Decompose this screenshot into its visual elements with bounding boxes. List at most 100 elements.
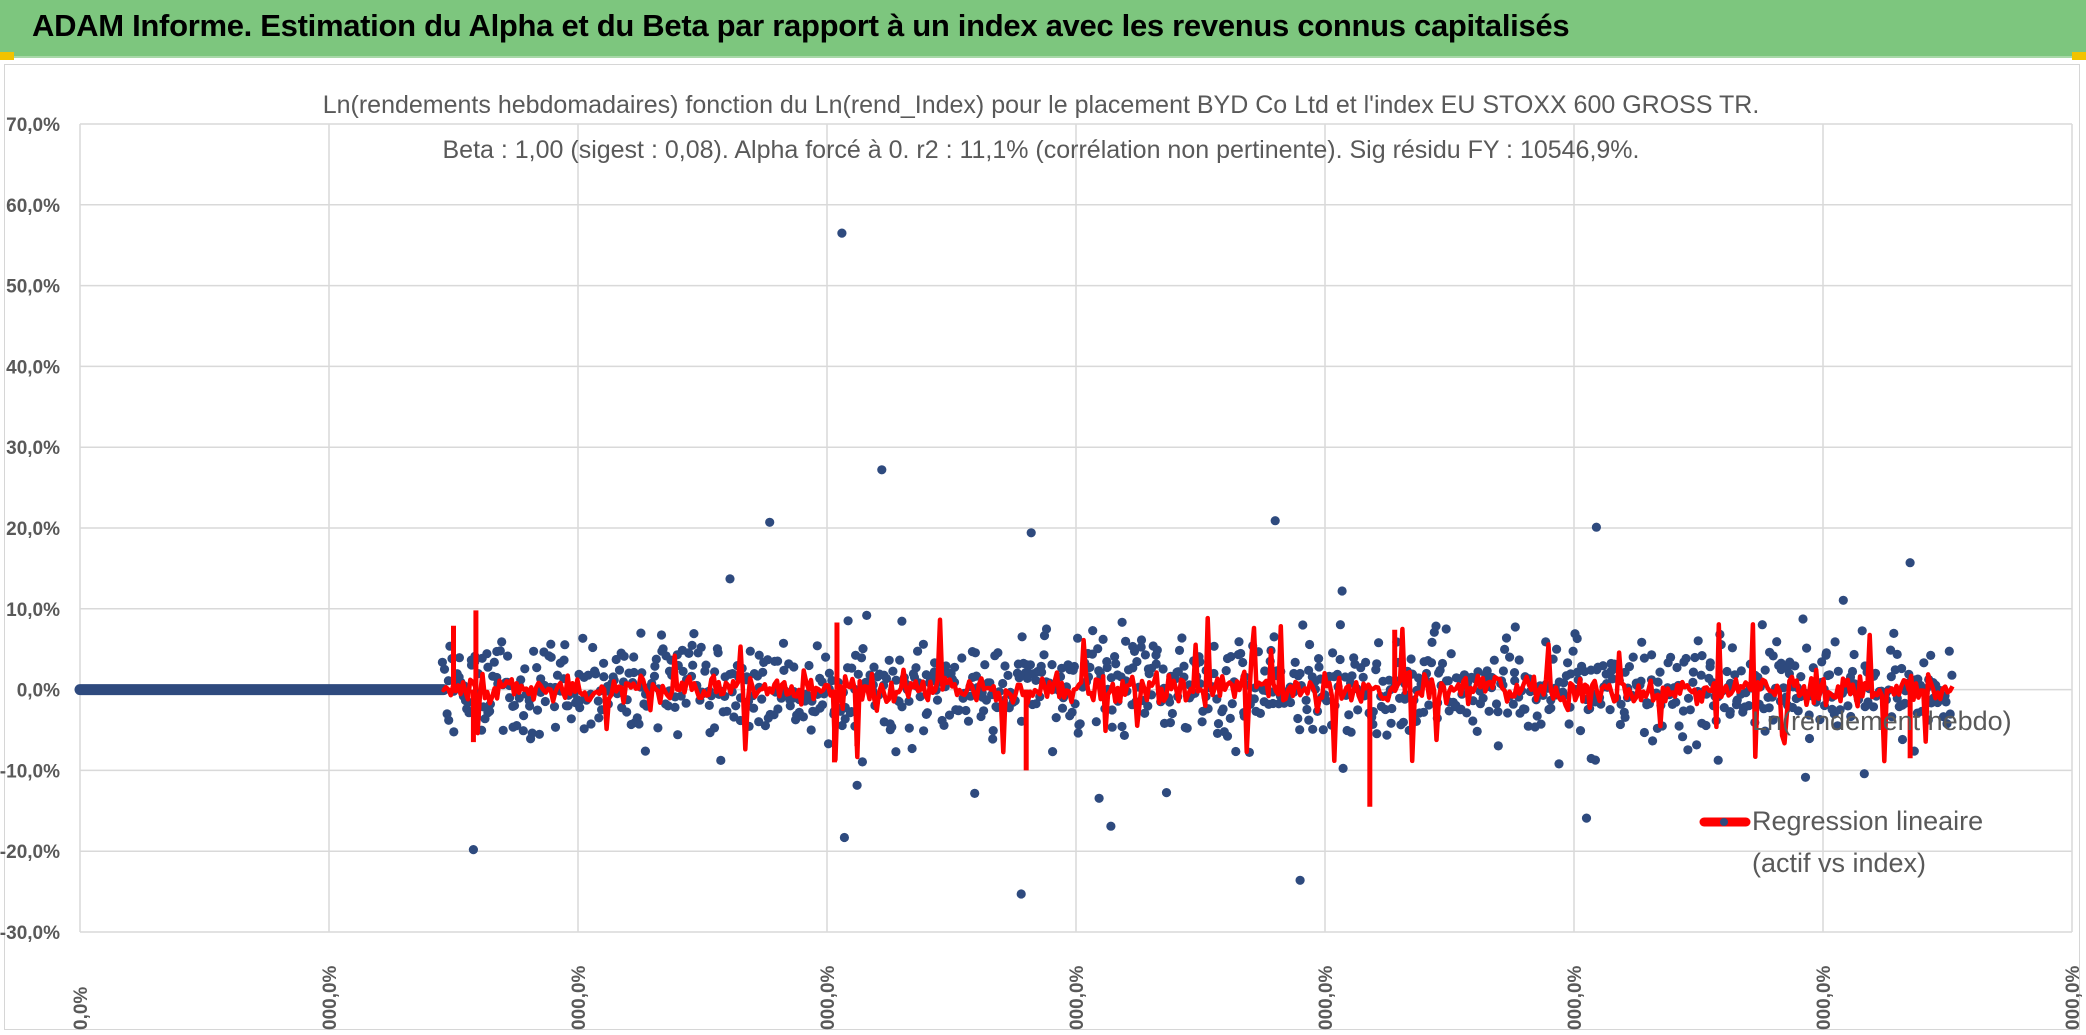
scatter-point bbox=[1536, 719, 1546, 729]
scatter-point bbox=[540, 696, 550, 707]
scatter-point bbox=[649, 671, 660, 681]
scatter-point bbox=[778, 638, 789, 648]
scatter-point bbox=[1674, 721, 1684, 731]
scatter-point bbox=[1510, 622, 1520, 632]
scatter-point bbox=[1226, 652, 1236, 662]
scatter-point bbox=[1225, 713, 1235, 724]
scatter-point bbox=[566, 714, 576, 724]
scatter-point bbox=[1335, 620, 1345, 630]
scatter-point bbox=[919, 726, 929, 736]
scatter-point bbox=[658, 644, 668, 654]
scatter-point bbox=[1218, 704, 1228, 714]
scatter-point bbox=[546, 652, 556, 662]
scatter-point bbox=[673, 730, 683, 740]
scatter-point bbox=[1441, 624, 1451, 634]
x-tick-label: 000,0% bbox=[1067, 965, 1088, 1030]
scatter-point bbox=[1886, 645, 1896, 655]
scatter-point bbox=[1736, 666, 1746, 676]
x-tick-label: 0,0% bbox=[71, 987, 92, 1030]
y-tick-label: 50,0% bbox=[6, 277, 60, 298]
scatter-point bbox=[1182, 723, 1192, 733]
scatter-point bbox=[1847, 666, 1858, 677]
scatter-point bbox=[1701, 720, 1711, 731]
scatter-point bbox=[853, 669, 863, 679]
scatter-point bbox=[839, 832, 850, 843]
scatter-point bbox=[1498, 666, 1508, 676]
scatter-point bbox=[1802, 643, 1812, 653]
scatter-point bbox=[636, 628, 646, 638]
scatter-point bbox=[1136, 635, 1147, 645]
scatter-point bbox=[1713, 755, 1723, 765]
scatter-point bbox=[656, 630, 667, 640]
scatter-point bbox=[1760, 665, 1770, 675]
scatter-point bbox=[1222, 731, 1233, 741]
scatter-point bbox=[1117, 617, 1127, 627]
scatter-point bbox=[1387, 703, 1397, 714]
scatter-point bbox=[505, 693, 515, 703]
scatter-point bbox=[498, 725, 508, 736]
scatter-point bbox=[1859, 769, 1869, 779]
scatter-point bbox=[789, 662, 799, 672]
scatter-point bbox=[1581, 813, 1592, 823]
scatter-point bbox=[1678, 732, 1688, 742]
scatter-point bbox=[1830, 637, 1840, 647]
scatter-point bbox=[869, 662, 879, 672]
scatter-point bbox=[779, 665, 789, 676]
scatter-point bbox=[1532, 711, 1542, 721]
scatter-point bbox=[489, 657, 499, 667]
scatter-point bbox=[1835, 705, 1845, 715]
scatter-point bbox=[1338, 763, 1348, 774]
scatter-point bbox=[1647, 650, 1657, 660]
scatter-point bbox=[1073, 633, 1083, 643]
scatter-point bbox=[1344, 710, 1354, 720]
legend-label-scatter: Ln(rendement hebdo) bbox=[1752, 706, 2012, 736]
scatter-point bbox=[1598, 661, 1608, 671]
scatter-point bbox=[1431, 621, 1441, 631]
scatter-point bbox=[509, 700, 520, 711]
scatter-point bbox=[681, 698, 691, 708]
scatter-point bbox=[559, 655, 569, 665]
scatter-point bbox=[1249, 694, 1259, 704]
scatter-point bbox=[449, 727, 459, 737]
y-tick-label: 20,0% bbox=[6, 519, 60, 540]
scatter-point bbox=[1815, 715, 1825, 725]
scatter-point bbox=[1757, 620, 1767, 630]
scatter-point bbox=[1318, 725, 1328, 735]
scatter-point bbox=[812, 641, 822, 651]
scatter-point bbox=[1026, 528, 1036, 538]
scatter-point bbox=[1121, 636, 1131, 646]
scatter-point bbox=[1639, 727, 1649, 738]
legend-label-regression-line2: (actif vs index) bbox=[1752, 848, 1926, 878]
scatter-point bbox=[1505, 652, 1515, 662]
scatter-point bbox=[856, 653, 867, 663]
scatter-point bbox=[683, 648, 694, 658]
scatter-point bbox=[1648, 736, 1658, 746]
scatter-point bbox=[527, 728, 537, 738]
scatter-point bbox=[932, 695, 943, 705]
scatter-point bbox=[897, 616, 907, 626]
scatter-point bbox=[1016, 889, 1026, 899]
scatter-point bbox=[512, 721, 522, 731]
scatter-point bbox=[1236, 648, 1246, 659]
scatter-point bbox=[970, 648, 981, 658]
page-title: ADAM Informe. Estimation du Alpha et du … bbox=[32, 8, 1570, 43]
scatter-point bbox=[1234, 637, 1244, 647]
y-tick-label: 70,0% bbox=[6, 115, 60, 136]
scatter-point bbox=[1347, 671, 1357, 681]
scatter-point bbox=[1091, 717, 1101, 727]
scatter-point bbox=[1790, 661, 1800, 671]
scatter-point bbox=[1031, 699, 1041, 709]
scatter-point bbox=[1140, 650, 1150, 660]
scatter-point bbox=[1437, 658, 1448, 669]
scatter-point bbox=[950, 662, 960, 672]
scatter-point bbox=[824, 668, 835, 678]
scatter-point bbox=[1093, 644, 1103, 654]
scatter-point bbox=[670, 702, 680, 713]
scatter-point bbox=[1620, 712, 1630, 723]
scatter-point bbox=[988, 726, 998, 736]
scatter-point bbox=[614, 665, 625, 675]
scatter-point bbox=[1107, 722, 1117, 732]
scatter-point bbox=[847, 663, 857, 673]
scatter-point bbox=[971, 671, 982, 681]
scatter-point bbox=[891, 675, 901, 685]
